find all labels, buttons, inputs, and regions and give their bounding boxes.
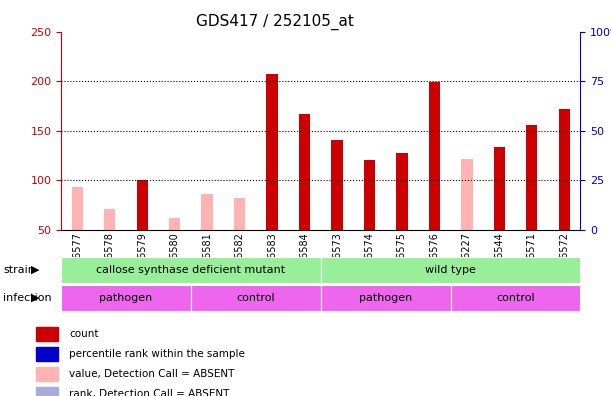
Bar (61, 285, 191, 311)
Text: ▶: ▶ (31, 265, 40, 275)
Text: percentile rank within the sample: percentile rank within the sample (69, 349, 245, 359)
Bar (331, 139, 343, 230)
Text: rank, Detection Call = ABSENT: rank, Detection Call = ABSENT (69, 389, 229, 396)
Text: control: control (236, 293, 275, 303)
Bar (169, 218, 180, 230)
Bar (429, 82, 440, 230)
Text: control: control (496, 293, 535, 303)
Bar (397, 153, 408, 230)
Point (235, 5, 244, 11)
Point (105, 13, 115, 19)
Bar (61, 257, 321, 283)
Text: wild type: wild type (425, 265, 476, 275)
Bar (104, 209, 115, 230)
Bar (191, 285, 321, 311)
Bar (202, 194, 213, 230)
Bar (321, 257, 580, 283)
Bar (558, 109, 570, 230)
Bar (526, 125, 538, 230)
Text: ▶: ▶ (31, 293, 40, 303)
Bar (36, 387, 58, 396)
Bar (234, 198, 245, 230)
Text: pathogen: pathogen (100, 293, 153, 303)
Bar (36, 367, 58, 381)
Bar (36, 327, 58, 341)
Bar (71, 187, 83, 230)
Bar (299, 114, 310, 230)
Point (170, 3, 180, 9)
Bar (266, 74, 278, 230)
Bar (137, 180, 148, 230)
Bar (36, 347, 58, 361)
Text: count: count (69, 329, 98, 339)
Bar (494, 147, 505, 230)
Bar (450, 285, 580, 311)
Text: strain: strain (3, 265, 35, 275)
Bar (461, 159, 472, 230)
Text: callose synthase deficient mutant: callose synthase deficient mutant (97, 265, 285, 275)
Bar (364, 160, 375, 230)
Bar (321, 285, 450, 311)
Text: pathogen: pathogen (359, 293, 412, 303)
Text: GDS417 / 252105_at: GDS417 / 252105_at (196, 14, 354, 30)
Text: value, Detection Call = ABSENT: value, Detection Call = ABSENT (69, 369, 235, 379)
Text: infection: infection (3, 293, 52, 303)
